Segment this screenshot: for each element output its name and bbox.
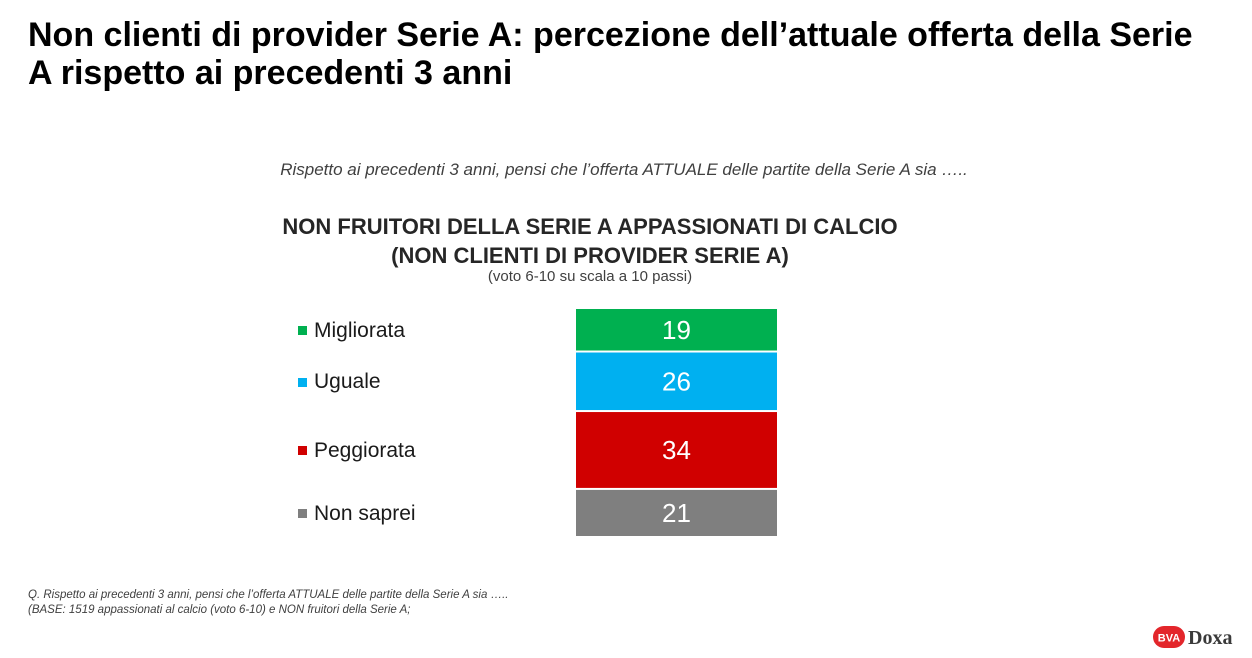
legend-label: Migliorata [314,318,406,342]
legend-swatch [298,377,307,387]
question-text: Rispetto ai precedenti 3 anni, pensi che… [0,160,1252,180]
legend-item: Peggiorata [298,439,416,463]
footnote-question: Q. Rispetto ai precedenti 3 anni, pensi … [28,589,509,601]
question-text-content: Rispetto ai precedenti 3 anni, pensi che… [280,160,968,179]
bar-value-label: 21 [662,498,691,528]
legend-item: Migliorata [298,319,405,343]
legend-label: Non saprei [314,501,416,525]
bar-value-label: 26 [662,366,691,396]
page-title: Non clienti di provider Serie A: percezi… [28,16,1193,92]
legend-swatch [298,326,307,336]
legend-swatch [298,509,307,519]
chart-heading-line1: NON FRUITORI DELLA SERIE A APPASSIONATI … [282,214,898,239]
chart-note: (voto 6-10 su scala a 10 passi) [487,268,693,285]
footnote-base: (BASE: 1519 appassionati al calcio (voto… [28,604,411,616]
bar-segment-peggiorata [576,412,777,488]
footnote: Q. Rispetto ai precedenti 3 anni, pensi … [28,588,508,618]
bva-doxa-logo: BVA Doxa [1153,624,1243,652]
legend-item: Uguale [298,370,381,394]
bar-value-label: 19 [662,315,691,345]
logo-graphic: BVA Doxa [1153,626,1232,649]
legend-label: Uguale [314,370,381,394]
bar-segment-non-saprei [576,489,777,536]
logo-brand-text: Doxa [1188,627,1232,649]
legend-swatch [298,446,307,456]
chart-heading: NON FRUITORI DELLA SERIE A APPASSIONATI … [240,212,940,270]
chart-heading-line2: (NON CLIENTI DI PROVIDER SERIE A) [391,243,789,268]
legend-item: Non saprei [298,502,416,526]
bar-value-label: 34 [662,435,691,465]
bar-segment-uguale [576,352,777,411]
bar-segment-migliorata [576,309,777,351]
logo-mark-shape [1153,626,1185,648]
legend-label: Peggiorata [314,438,416,462]
logo-mark-text: BVA [1158,633,1180,645]
